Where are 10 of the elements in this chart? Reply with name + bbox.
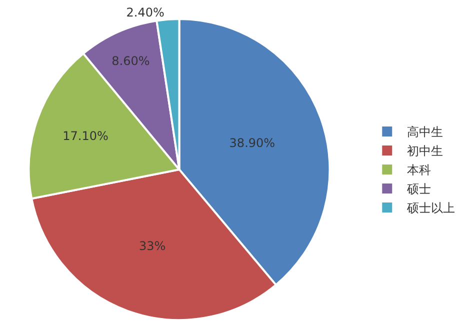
data-label: 38.90% bbox=[229, 136, 276, 150]
data-label: 33% bbox=[139, 238, 166, 253]
legend-label: 高中生 bbox=[407, 125, 444, 140]
legend-label: 硕士以上 bbox=[406, 201, 456, 216]
legend-label: 本科 bbox=[407, 163, 432, 178]
legend-label: 硕士 bbox=[406, 182, 432, 196]
legend-label: 初中生 bbox=[407, 144, 444, 158]
data-label: 2.40% bbox=[126, 5, 164, 20]
data-label: 8.60% bbox=[112, 54, 150, 68]
data-label: 17.10% bbox=[62, 129, 108, 144]
